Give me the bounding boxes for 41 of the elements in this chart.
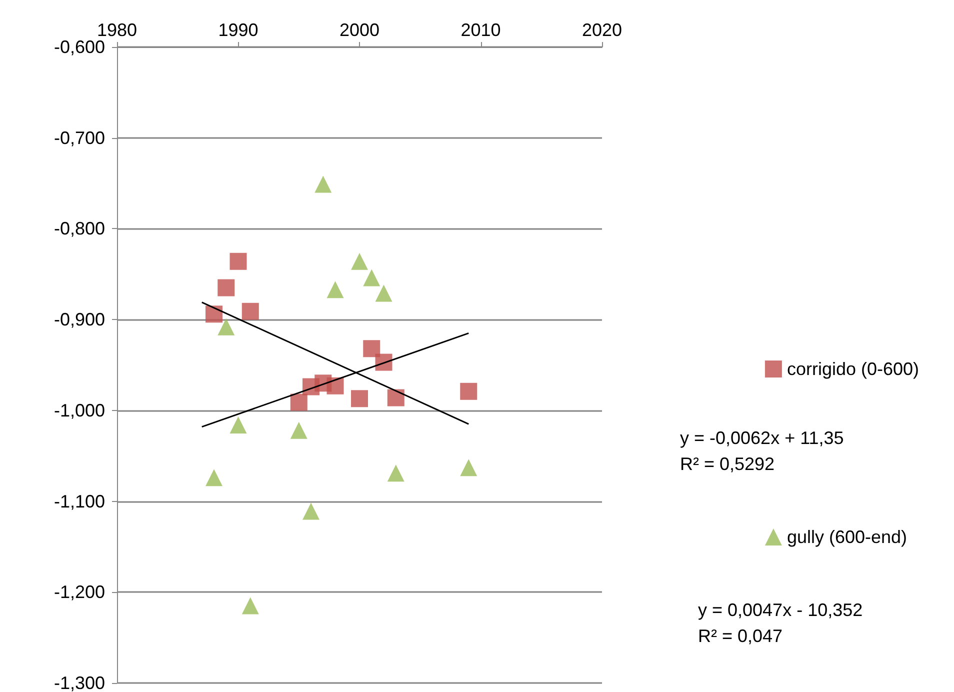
point (363, 269, 380, 286)
legend-label: gully (600-end) (786, 527, 908, 547)
point (230, 252, 247, 270)
x-tick-label: 1990 (218, 20, 258, 40)
x-tick-label: 2010 (460, 20, 501, 40)
point (290, 422, 308, 439)
y-tick-label: -0,600 (54, 37, 105, 57)
y-tick-label: -1,200 (54, 582, 105, 602)
point (351, 390, 368, 408)
x-tick-label: 2000 (339, 20, 380, 40)
point (242, 597, 259, 614)
point (326, 281, 344, 298)
point (387, 464, 404, 482)
point (218, 279, 235, 296)
text: y = 0,0047x - 10,352 R² = 0,047 (698, 600, 863, 646)
y-tick-label: -0,800 (54, 218, 105, 239)
point (460, 459, 478, 476)
x-tick-label: 2020 (582, 20, 622, 40)
point (206, 306, 222, 323)
point (242, 302, 259, 320)
y-tick-label: -1,100 (54, 491, 105, 512)
x-tick-label: 1980 (96, 20, 138, 40)
point (363, 340, 380, 358)
point (230, 416, 247, 434)
point (460, 382, 478, 400)
y-tick-label: -1,000 (54, 400, 105, 420)
y-tick-label: -0,700 (54, 128, 105, 148)
text: y = -0,0062x + 11,35 R² = 0,5292 (680, 428, 844, 474)
point (206, 469, 222, 486)
point (302, 502, 320, 520)
point (290, 394, 308, 411)
point (314, 176, 332, 193)
legend-label: corrigido (0-600) (786, 359, 920, 379)
point (351, 252, 368, 270)
point (326, 377, 344, 394)
point (375, 354, 392, 371)
y-tick-label: -0,900 (54, 310, 105, 330)
point (387, 389, 404, 406)
y-tick-label: -1,300 (54, 673, 105, 692)
point (375, 284, 392, 302)
point (218, 318, 235, 336)
